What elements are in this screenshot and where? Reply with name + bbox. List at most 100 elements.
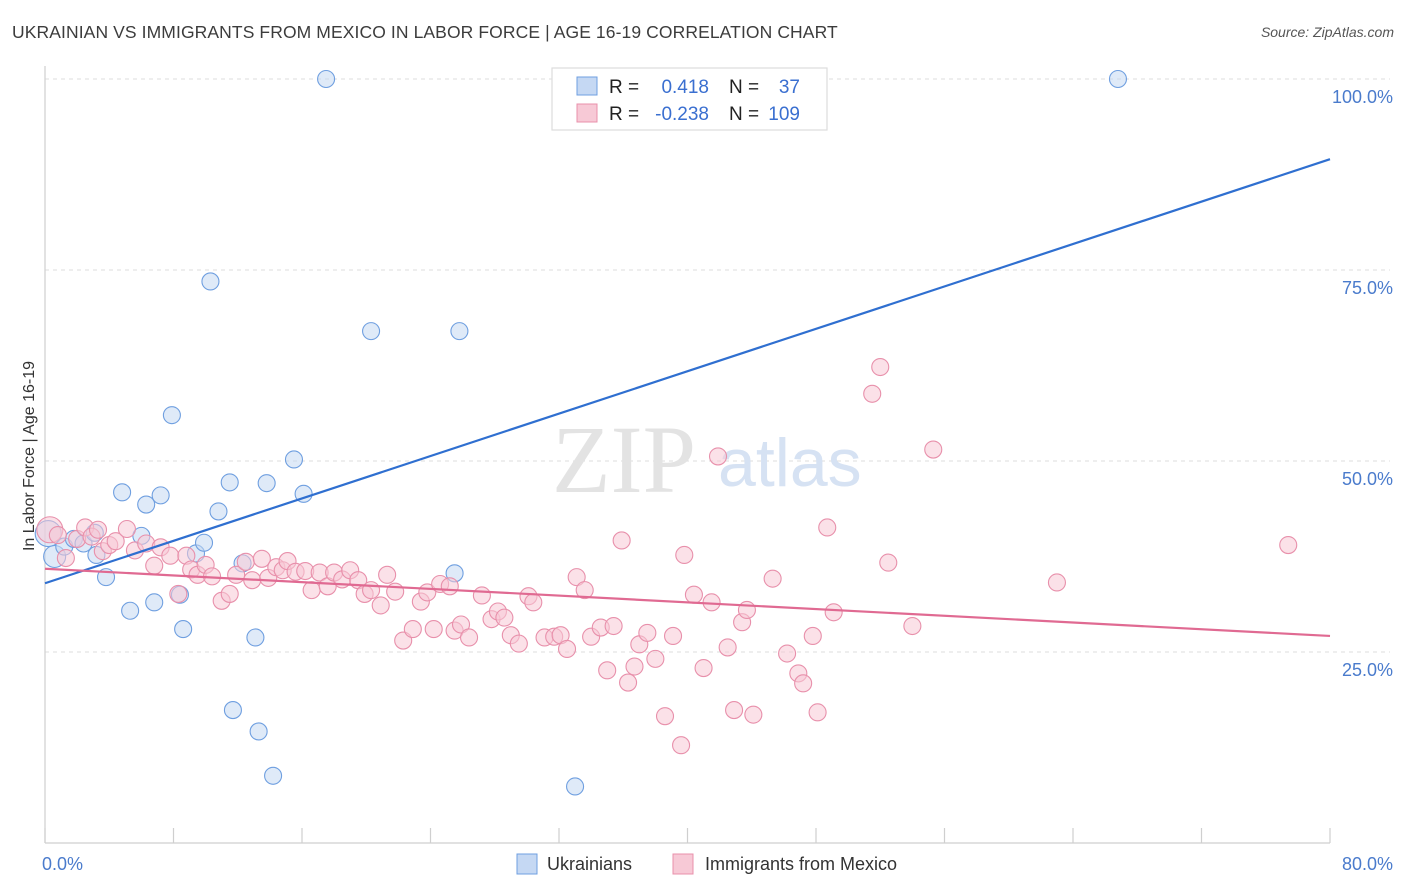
point-ukrainians — [246, 628, 265, 647]
point-ukrainians — [223, 701, 242, 720]
point-mexico — [684, 585, 703, 604]
point-mexico — [451, 615, 471, 634]
y-tick-label: 75.0% — [1342, 278, 1393, 298]
stats-r-label: R = — [609, 77, 639, 98]
stats-n-value: 37 — [779, 77, 800, 98]
point-mexico — [824, 603, 843, 622]
point-mexico — [169, 584, 188, 603]
point-mexico — [117, 519, 136, 539]
point-mexico — [655, 707, 675, 726]
point-mexico — [863, 384, 882, 403]
point-mexico — [302, 581, 321, 600]
watermark: ZIP atlas — [552, 406, 862, 513]
point-mexico — [1047, 573, 1066, 592]
point-ukrainians — [249, 722, 268, 741]
trend-line-mexico — [44, 567, 1331, 638]
point-mexico — [663, 626, 683, 646]
point-mexico — [509, 634, 528, 653]
point-mexico — [252, 549, 271, 568]
point-mexico — [879, 553, 898, 572]
point-mexico — [106, 532, 125, 551]
point-mexico — [871, 357, 890, 377]
stats-box: R = 0.418 N = 37 R = -0.238 N = 109 — [551, 67, 828, 131]
point-mexico — [744, 705, 763, 724]
point-mexico — [459, 628, 479, 647]
point-ukrainians — [113, 483, 132, 502]
chart-title: UKRAINIAN VS IMMIGRANTS FROM MEXICO IN L… — [12, 22, 838, 42]
point-mexico — [718, 638, 737, 657]
stats-n-value: 109 — [768, 104, 800, 125]
y-tick-labels: 25.0% 50.0% 75.0% 100.0% — [1332, 87, 1393, 680]
point-mexico — [708, 447, 728, 466]
point-mexico — [818, 518, 837, 537]
point-ukrainians — [209, 502, 228, 521]
point-mexico — [524, 593, 543, 612]
point-mexico — [362, 581, 381, 600]
legend-label-ukrainians: Ukrainians — [547, 854, 632, 874]
gridlines — [45, 78, 1390, 653]
point-mexico — [903, 616, 922, 636]
point-ukrainians — [450, 322, 469, 341]
x-tick-label: 0.0% — [42, 854, 83, 874]
point-mexico — [424, 620, 443, 639]
chart-source: Source: ZipAtlas.com — [1260, 24, 1394, 40]
point-ukrainians — [201, 272, 220, 291]
stats-r-value: 0.418 — [661, 77, 709, 98]
point-mexico — [88, 520, 108, 539]
point-mexico — [763, 569, 782, 588]
point-ukrainians — [121, 601, 140, 620]
stats-r-value: -0.238 — [655, 104, 709, 125]
stats-swatch-mexico — [576, 103, 598, 123]
point-mexico — [161, 546, 180, 565]
stats-n-label: N = — [729, 104, 759, 125]
point-mexico — [1279, 535, 1298, 555]
point-ukrainians — [162, 406, 181, 425]
point-mexico — [675, 545, 694, 565]
point-ukrainians — [284, 450, 304, 469]
point-mexico — [403, 620, 422, 639]
point-mexico — [803, 626, 822, 646]
point-ukrainians — [362, 322, 381, 341]
point-mexico — [495, 608, 514, 627]
x-tick-label: 80.0% — [1342, 854, 1393, 874]
data-points — [34, 69, 1298, 796]
stats-r-label: R = — [609, 104, 639, 125]
point-mexico — [737, 600, 756, 620]
point-mexico — [56, 548, 75, 568]
point-mexico — [638, 623, 657, 642]
point-ukrainians — [264, 766, 283, 785]
point-mexico — [794, 674, 813, 693]
point-ukrainians — [174, 620, 193, 639]
point-ukrainians — [151, 486, 170, 505]
y-tick-label: 25.0% — [1342, 660, 1393, 680]
point-ukrainians — [566, 777, 585, 796]
stats-n-label: N = — [729, 77, 759, 98]
point-mexico — [598, 661, 617, 680]
legend: Ukrainians Immigrants from Mexico — [516, 853, 897, 875]
point-mexico — [604, 616, 623, 636]
trend-lines — [44, 158, 1331, 638]
point-mexico — [672, 736, 691, 755]
point-mexico — [725, 701, 744, 720]
y-axis-title: In Labor Force | Age 16-19 — [21, 361, 38, 551]
point-mexico — [472, 586, 491, 605]
point-mexico — [619, 673, 638, 692]
watermark-zip: ZIP — [552, 406, 696, 513]
stats-swatch-ukrainians — [576, 76, 598, 96]
point-ukrainians — [317, 69, 336, 89]
point-mexico — [625, 657, 644, 676]
point-mexico — [557, 639, 577, 658]
point-ukrainians — [194, 533, 214, 552]
point-mexico — [236, 552, 255, 571]
point-mexico — [48, 526, 67, 545]
point-ukrainians — [294, 484, 313, 503]
point-mexico — [778, 644, 797, 663]
point-mexico — [808, 703, 827, 722]
point-mexico — [220, 584, 239, 603]
point-mexico — [575, 581, 594, 600]
point-mexico — [612, 531, 631, 550]
legend-swatch-ukrainians — [516, 853, 538, 875]
point-mexico — [567, 568, 586, 587]
trend-line-ukrainians — [44, 158, 1331, 585]
